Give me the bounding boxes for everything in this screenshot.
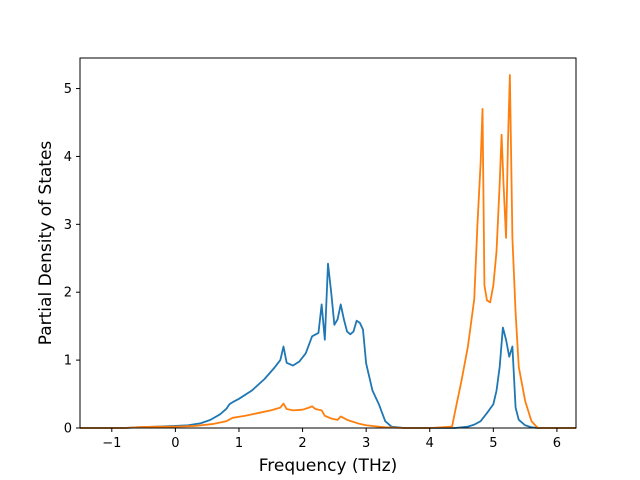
y-axis: 0 1 2 3 4 5 [64,82,80,437]
x-tick-label: 0 [171,436,179,451]
x-tick-label: 3 [362,436,370,451]
y-tick-label: 0 [64,422,72,437]
y-tick-label: 1 [64,354,72,369]
x-tick-label: 6 [553,436,561,451]
plot-background [80,58,576,428]
series-line-1 [80,262,576,429]
plot-frame [79,57,577,429]
x-tick-label: 2 [298,436,306,451]
y-axis-label: Partial Density of States [36,141,56,346]
x-axis: −1 0 1 2 3 4 5 6 [102,428,561,451]
x-tick-label: 5 [489,436,497,451]
y-tick-label: 5 [64,82,72,97]
y-tick-label: 2 [64,286,72,301]
x-tick-label: −1 [102,436,121,451]
y-tick-label: 3 [64,218,72,233]
y-tick-label: 4 [64,150,72,165]
x-tick-label: 1 [235,436,243,451]
x-axis-label: Frequency (THz) [259,456,398,476]
x-tick-label: 4 [426,436,434,451]
